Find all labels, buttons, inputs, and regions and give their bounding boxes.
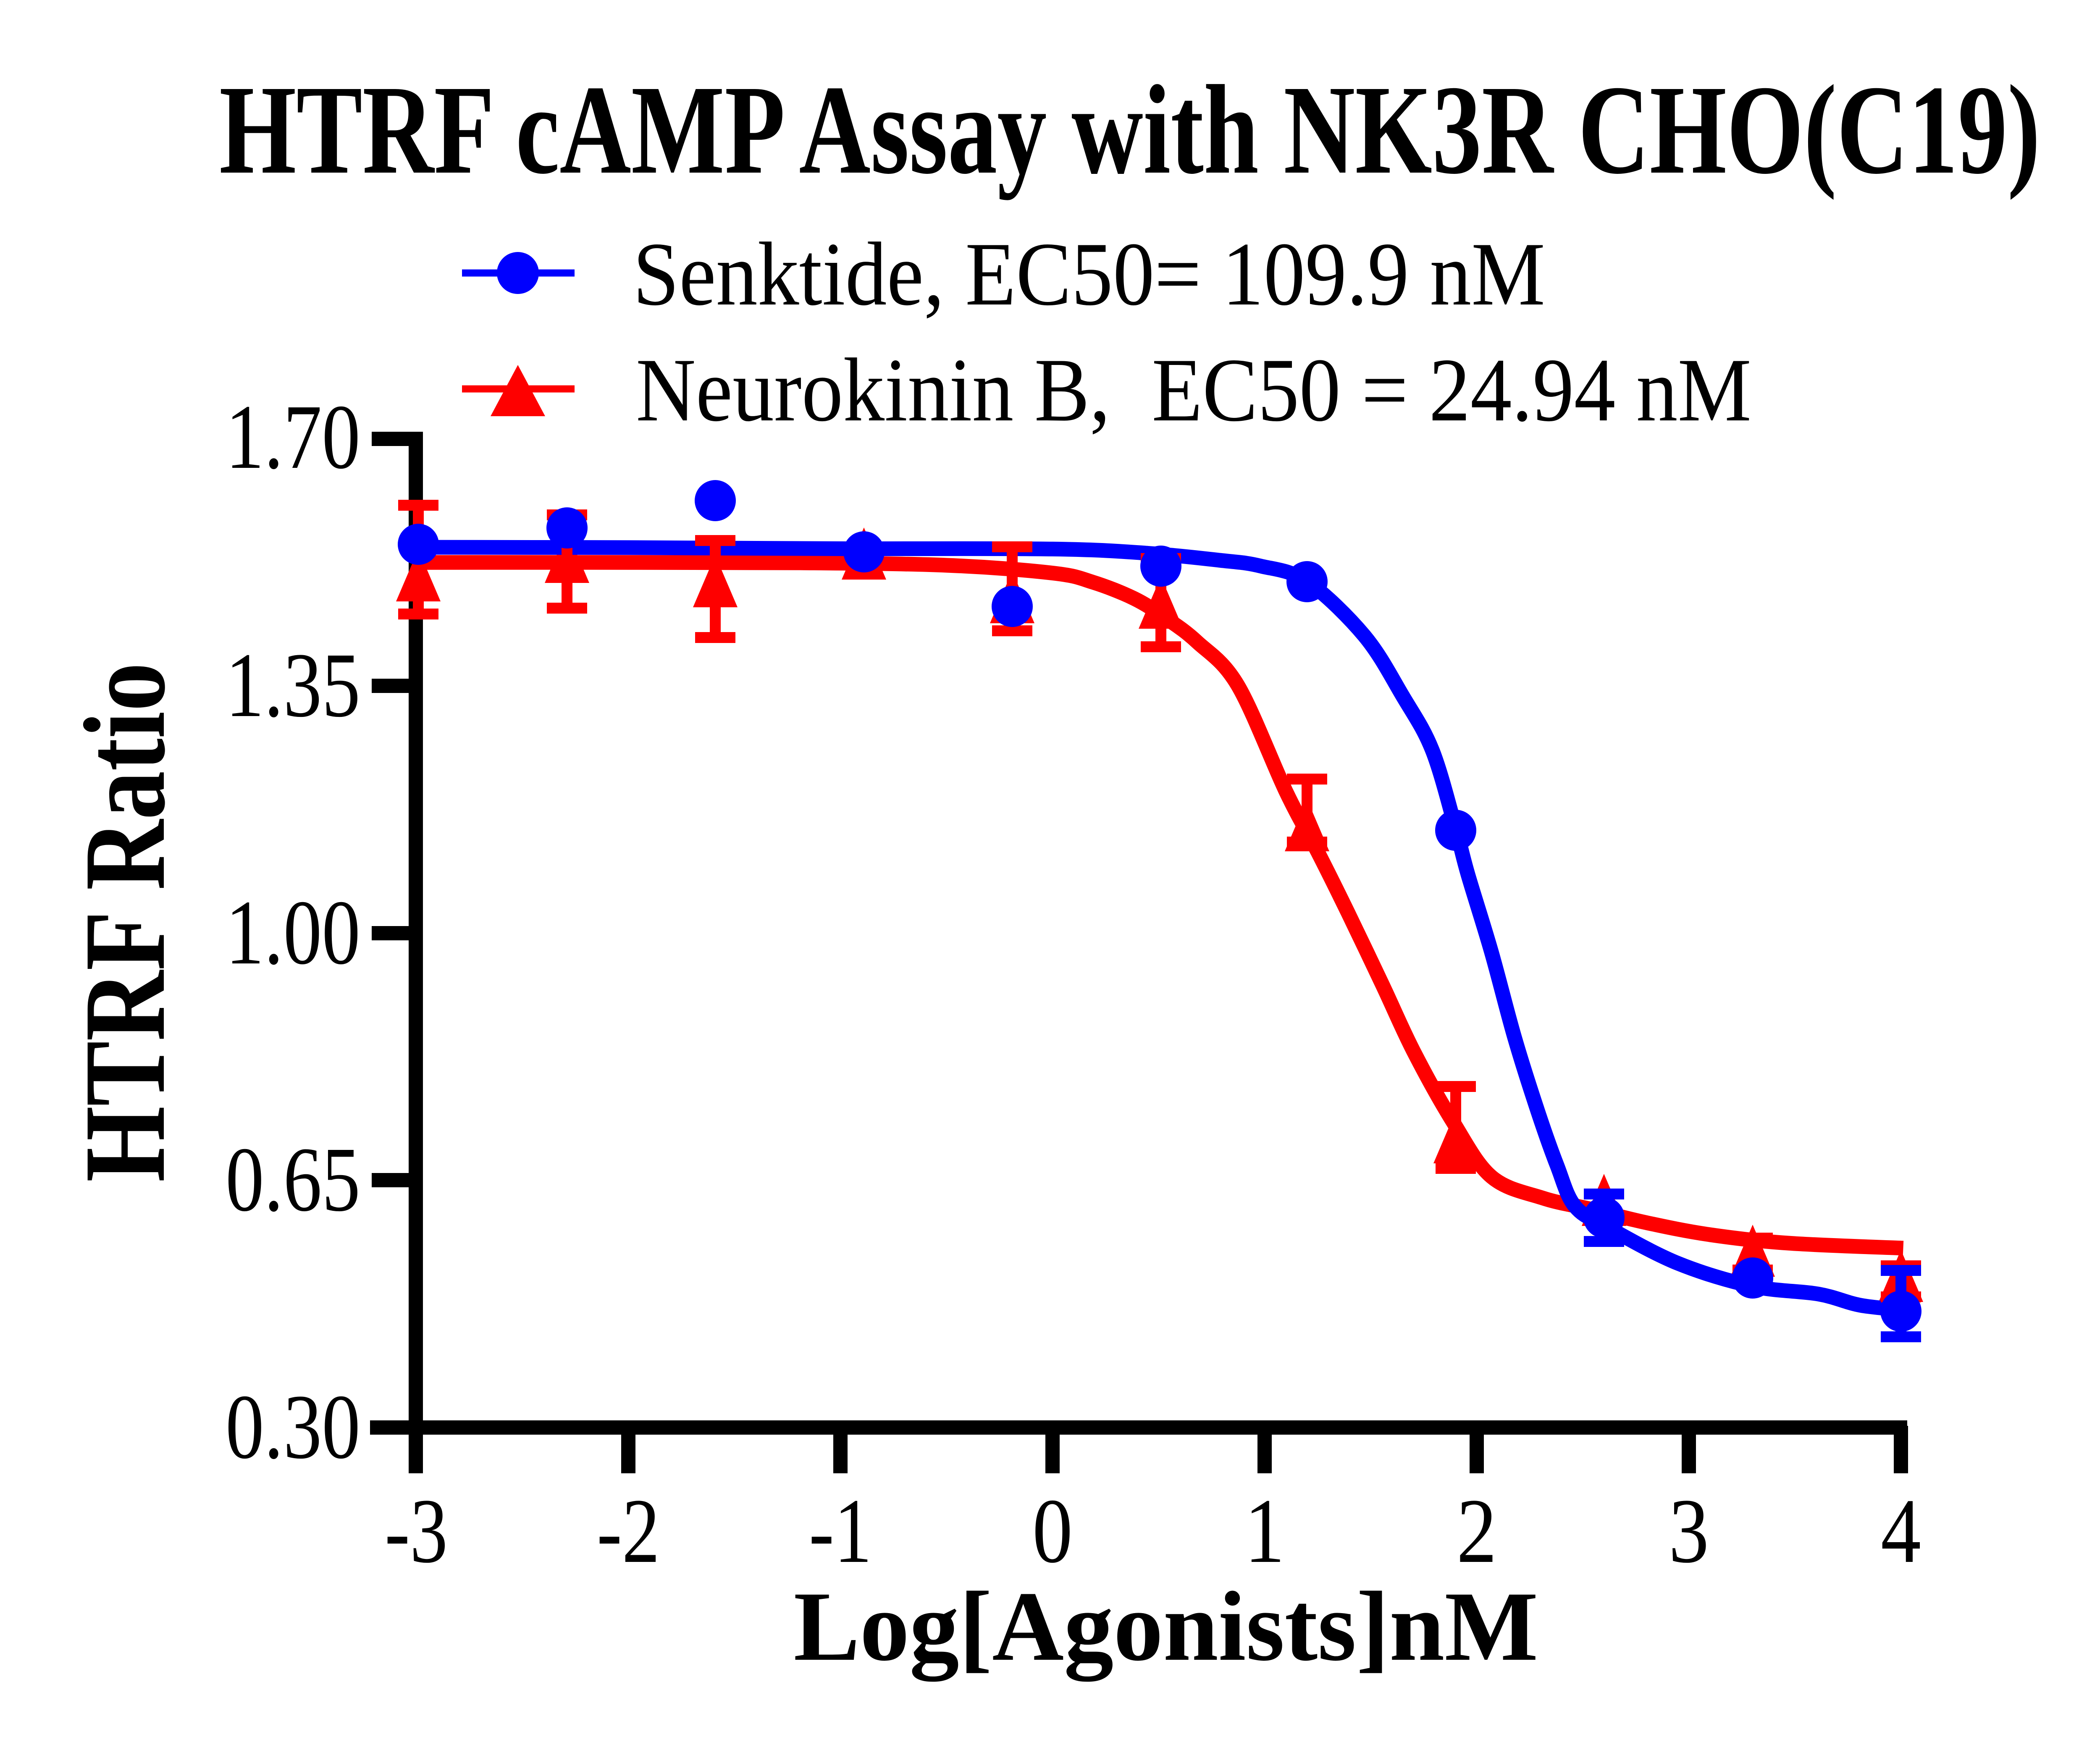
svg-text:HTRF Ratio: HTRF Ratio: [60, 663, 189, 1182]
svg-text:1.00: 1.00: [226, 881, 360, 984]
svg-text:4: 4: [1881, 1480, 1921, 1582]
svg-text:0.30: 0.30: [226, 1375, 360, 1478]
svg-text:-3: -3: [385, 1480, 448, 1582]
svg-text:-1: -1: [809, 1480, 872, 1582]
svg-text:0: 0: [1032, 1480, 1073, 1582]
svg-text:Senktide, EC50= 109.9 nM: Senktide, EC50= 109.9 nM: [633, 224, 1545, 324]
svg-text:1: 1: [1244, 1480, 1285, 1582]
svg-text:-2: -2: [597, 1480, 660, 1582]
svg-text:2: 2: [1457, 1480, 1497, 1582]
svg-text:3: 3: [1669, 1480, 1709, 1582]
svg-text:1.35: 1.35: [226, 634, 360, 736]
svg-text:0.65: 0.65: [226, 1128, 360, 1231]
svg-text:1.70: 1.70: [226, 386, 360, 488]
svg-text:HTRF cAMP Assay with NK3R CHO(: HTRF cAMP Assay with NK3R CHO(C19): [219, 59, 2040, 201]
svg-text:Log[Agonists]nM: Log[Agonists]nM: [794, 1572, 1538, 1682]
svg-text:Neurokinin B, EC50 = 24.94 nM: Neurokinin B, EC50 = 24.94 nM: [636, 340, 1751, 440]
